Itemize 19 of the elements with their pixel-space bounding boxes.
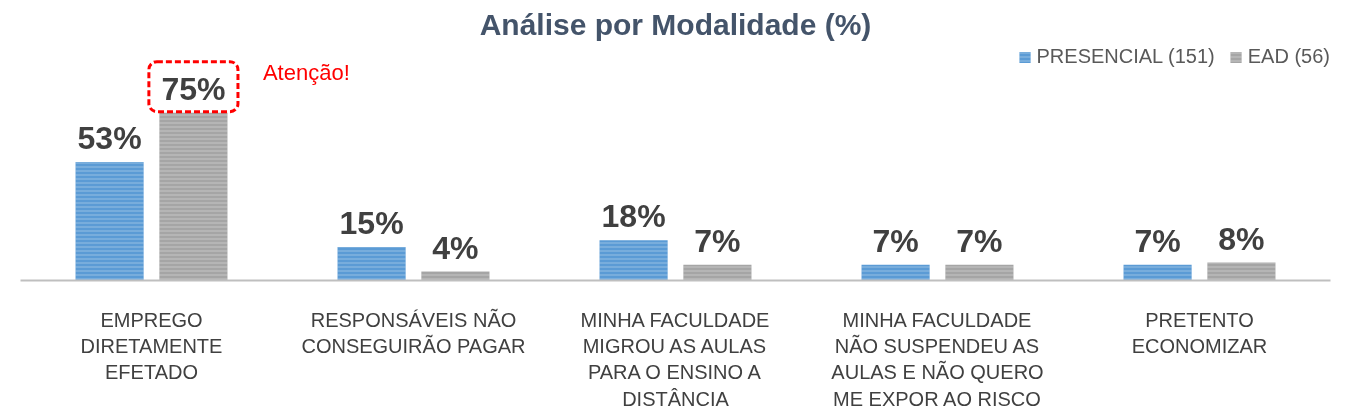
text: Atenção!: [262, 60, 350, 86]
data-label: 7%: [872, 222, 919, 259]
x-tick-label: MINHA FACULDADE MIGROU AS AULAS PARA O ENSINO A DISTÂNCIA: [580, 308, 770, 410]
data-label: 53%: [77, 119, 142, 156]
x-tick-label: EMPREGO DIRETAMENTE EFETADO: [80, 308, 223, 384]
legend-label: PRESENCIAL (151): [1036, 45, 1215, 68]
data-label: 15%: [339, 204, 404, 241]
data-label: 8%: [1218, 220, 1265, 257]
chart-title: Análise por Modalidade (%): [479, 7, 872, 41]
data-label: 7%: [956, 222, 1003, 259]
data-label: 7%: [694, 222, 741, 259]
legend-label: EAD (56): [1247, 45, 1330, 68]
x-tick-label: PRETENTO ECONOMIZAR: [1131, 308, 1268, 357]
data-label: 7%: [1134, 222, 1181, 259]
data-label: 18%: [601, 198, 666, 235]
data-label: 4%: [432, 229, 479, 266]
data-label: 75%: [161, 70, 226, 107]
x-tick-label: RESPONSÁVEIS NÃO CONSEGUIRÃO PAGAR: [301, 307, 526, 357]
x-tick-label: MINHA FACULDADE NÃO SUSPENDEU AS AULAS E NÃO QUERO ME EXPOR AO RISCO: [831, 308, 1044, 410]
